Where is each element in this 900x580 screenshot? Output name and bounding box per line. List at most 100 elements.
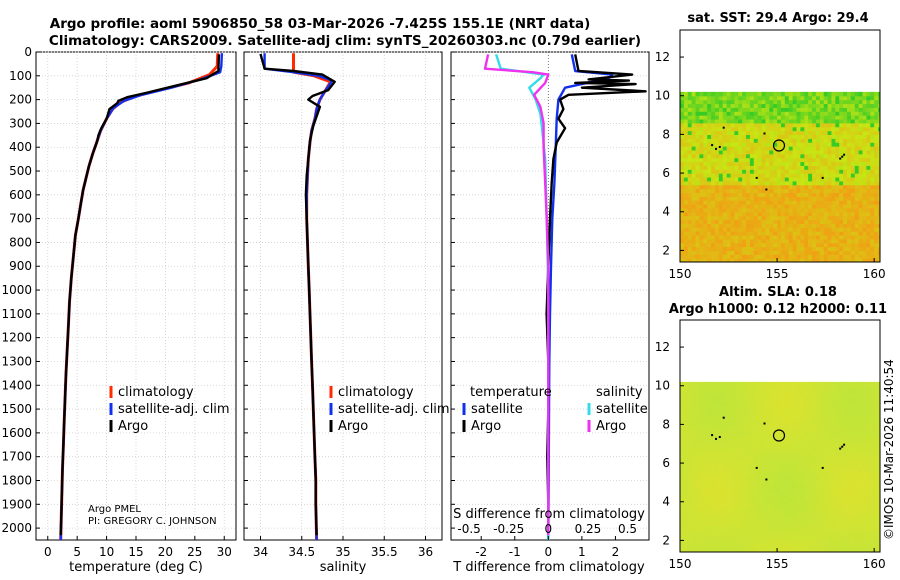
heat-cell xyxy=(827,234,833,240)
heat-cell xyxy=(796,397,801,402)
heat-cell xyxy=(699,161,704,166)
heat-cell xyxy=(823,436,829,441)
heat-cell xyxy=(835,138,840,143)
heat-cell xyxy=(718,548,724,552)
heat-cell xyxy=(843,118,848,124)
heat-cell xyxy=(699,122,704,128)
heat-cell xyxy=(711,184,716,190)
heat-cell xyxy=(769,459,774,464)
heat-cell xyxy=(765,517,770,522)
heat-cell xyxy=(788,107,794,112)
heat-cell xyxy=(788,528,794,534)
heat-cell xyxy=(812,478,817,483)
heat-cell xyxy=(777,91,782,97)
heat-cell xyxy=(691,509,697,514)
heat-cell xyxy=(761,192,767,197)
heat-cell xyxy=(714,524,720,530)
heat-cell xyxy=(742,153,747,159)
heat-cell xyxy=(835,385,840,391)
heat-cell xyxy=(722,227,728,232)
heat-cell xyxy=(839,99,844,105)
heat-cell xyxy=(683,443,689,449)
heat-cell xyxy=(780,408,786,414)
heat-cell xyxy=(846,146,852,151)
heat-cell xyxy=(714,505,720,511)
heat-cell xyxy=(738,420,743,425)
heat-cell xyxy=(761,385,767,391)
heat-cell xyxy=(765,536,770,541)
heat-cell xyxy=(683,234,689,240)
heat-cell xyxy=(718,107,724,112)
heat-cell xyxy=(804,497,809,503)
heat-cell xyxy=(874,215,879,221)
heat-cell xyxy=(695,416,701,422)
heat-cell xyxy=(870,381,875,387)
heat-cell xyxy=(850,234,856,240)
s-tick-label: 0.5 xyxy=(618,522,637,536)
heat-cell xyxy=(835,532,840,538)
heat-cell xyxy=(734,250,739,255)
heat-cell xyxy=(753,115,759,120)
heat-cell xyxy=(850,169,856,174)
heat-cell xyxy=(792,161,798,166)
heat-cell xyxy=(753,517,759,522)
heat-cell xyxy=(703,428,708,433)
heat-cell xyxy=(850,401,856,406)
heat-cell xyxy=(796,134,801,139)
heat-cell xyxy=(804,416,809,422)
heat-cell xyxy=(878,165,880,170)
heat-cell xyxy=(738,188,743,193)
heat-cell xyxy=(835,436,840,441)
heat-cell xyxy=(780,536,786,541)
heat-cell xyxy=(796,138,801,143)
heat-cell xyxy=(707,451,712,456)
heat-cell xyxy=(874,381,879,387)
heat-cell xyxy=(854,169,860,174)
heat-cell xyxy=(691,238,697,244)
heat-cell xyxy=(734,223,739,228)
heat-cell xyxy=(874,95,879,101)
heat-cell xyxy=(854,103,860,108)
heat-cell xyxy=(812,381,817,387)
heat-cell xyxy=(839,204,844,209)
heat-cell xyxy=(835,173,840,178)
heat-cell xyxy=(827,424,833,429)
difference-legend-salinity: salinity satellite Argo xyxy=(587,385,648,434)
heat-cell xyxy=(874,463,879,468)
heat-cell xyxy=(695,95,701,101)
heat-cell xyxy=(839,517,844,522)
heat-cell xyxy=(711,258,716,262)
y-tick-label: 100 xyxy=(9,69,32,83)
sla-map-subtitle: Argo h1000: 0.12 h2000: 0.11 xyxy=(669,302,887,317)
heat-cell xyxy=(846,524,852,530)
heat-cell xyxy=(707,192,712,197)
heat-cell xyxy=(738,474,743,480)
heat-cell xyxy=(815,536,821,541)
heat-cell xyxy=(846,544,852,549)
heat-cell xyxy=(757,138,763,143)
heat-cell xyxy=(788,443,794,449)
heat-cell xyxy=(874,459,879,464)
heat-cell xyxy=(784,254,790,259)
heat-cell xyxy=(734,401,739,406)
heat-cell xyxy=(765,393,770,398)
heat-cell xyxy=(788,207,794,213)
heat-cell xyxy=(839,412,844,418)
heat-cell xyxy=(711,238,716,244)
heat-cell xyxy=(738,122,743,128)
heat-cell xyxy=(761,548,767,552)
heat-cell xyxy=(777,161,782,166)
y-tick-label: 1200 xyxy=(1,331,32,345)
heat-cell xyxy=(707,138,712,143)
heat-cell xyxy=(761,176,767,182)
heat-cell xyxy=(773,165,778,170)
heat-cell xyxy=(874,544,879,549)
heat-cell xyxy=(761,138,767,143)
heat-cell xyxy=(839,428,844,433)
heat-cell xyxy=(746,401,751,406)
heat-cell xyxy=(866,142,871,147)
heat-cell xyxy=(831,428,836,433)
heat-cell xyxy=(804,443,809,449)
heat-cell xyxy=(800,412,805,418)
heat-cell xyxy=(800,497,805,503)
